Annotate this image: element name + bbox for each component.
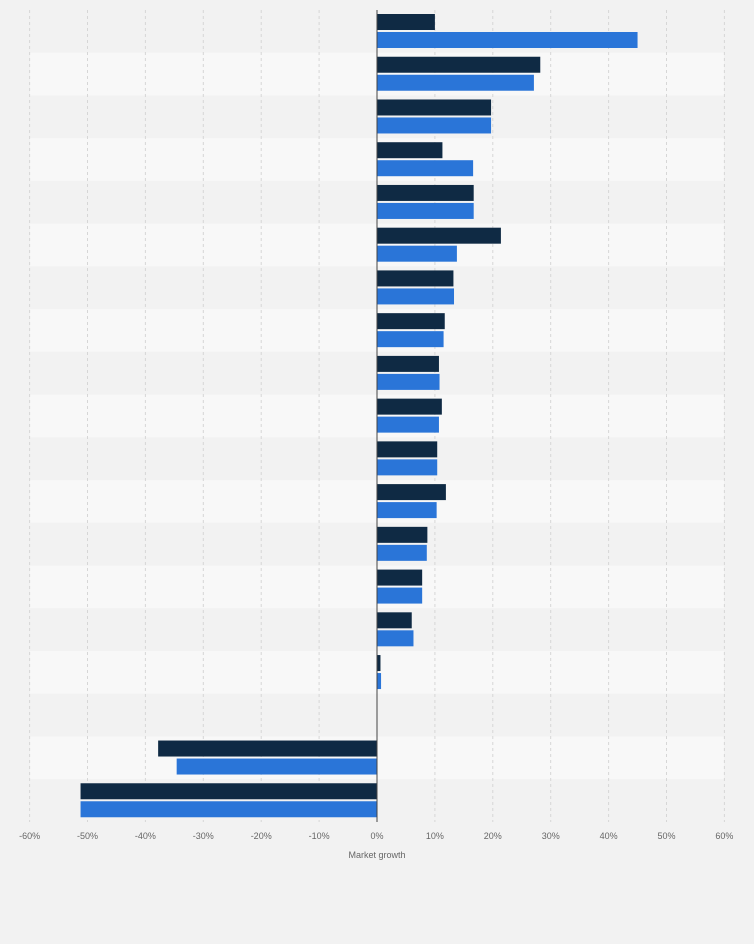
x-tick-label: 50%: [657, 831, 675, 841]
bar: [377, 569, 423, 586]
bar: [377, 355, 439, 372]
bar: [377, 142, 443, 159]
x-tick-label: 0%: [370, 831, 383, 841]
bar: [80, 801, 377, 818]
bar: [377, 502, 437, 519]
x-tick-label: 60%: [715, 831, 733, 841]
bar: [377, 459, 438, 476]
bar: [377, 673, 382, 690]
bar: [377, 441, 438, 458]
x-tick-label: -40%: [135, 831, 156, 841]
bar: [377, 416, 439, 433]
bar: [377, 117, 492, 134]
bar: [377, 587, 423, 604]
x-tick-label: -30%: [193, 831, 214, 841]
bar: [377, 373, 440, 390]
bar: [377, 270, 454, 287]
x-tick-label: 30%: [542, 831, 560, 841]
bar: [377, 14, 435, 30]
x-tick-label: 20%: [484, 831, 502, 841]
bar: [377, 526, 428, 543]
bar: [377, 32, 638, 48]
bar: [377, 184, 474, 201]
x-tick-label: 10%: [426, 831, 444, 841]
x-axis-label: Market growth: [348, 850, 405, 860]
bar: [158, 740, 377, 757]
bar: [377, 331, 444, 348]
x-tick-label: -20%: [251, 831, 272, 841]
bar: [377, 288, 455, 305]
bar: [377, 612, 412, 629]
bar: [377, 56, 541, 73]
bar: [176, 758, 377, 775]
bar: [377, 484, 446, 501]
x-tick-label: -10%: [309, 831, 330, 841]
bar: [377, 74, 534, 91]
x-tick-label: -60%: [19, 831, 40, 841]
bar: [377, 245, 457, 262]
bar: [377, 99, 492, 116]
bar: [80, 783, 377, 800]
x-tick-label: -50%: [77, 831, 98, 841]
bar: [377, 202, 474, 219]
x-tick-label: 40%: [600, 831, 618, 841]
bar: [377, 630, 414, 647]
bar: [377, 313, 445, 330]
bar: [377, 544, 427, 561]
bar: [377, 398, 442, 415]
bar: [377, 227, 501, 244]
bar: [377, 655, 381, 672]
bar: [377, 160, 474, 177]
